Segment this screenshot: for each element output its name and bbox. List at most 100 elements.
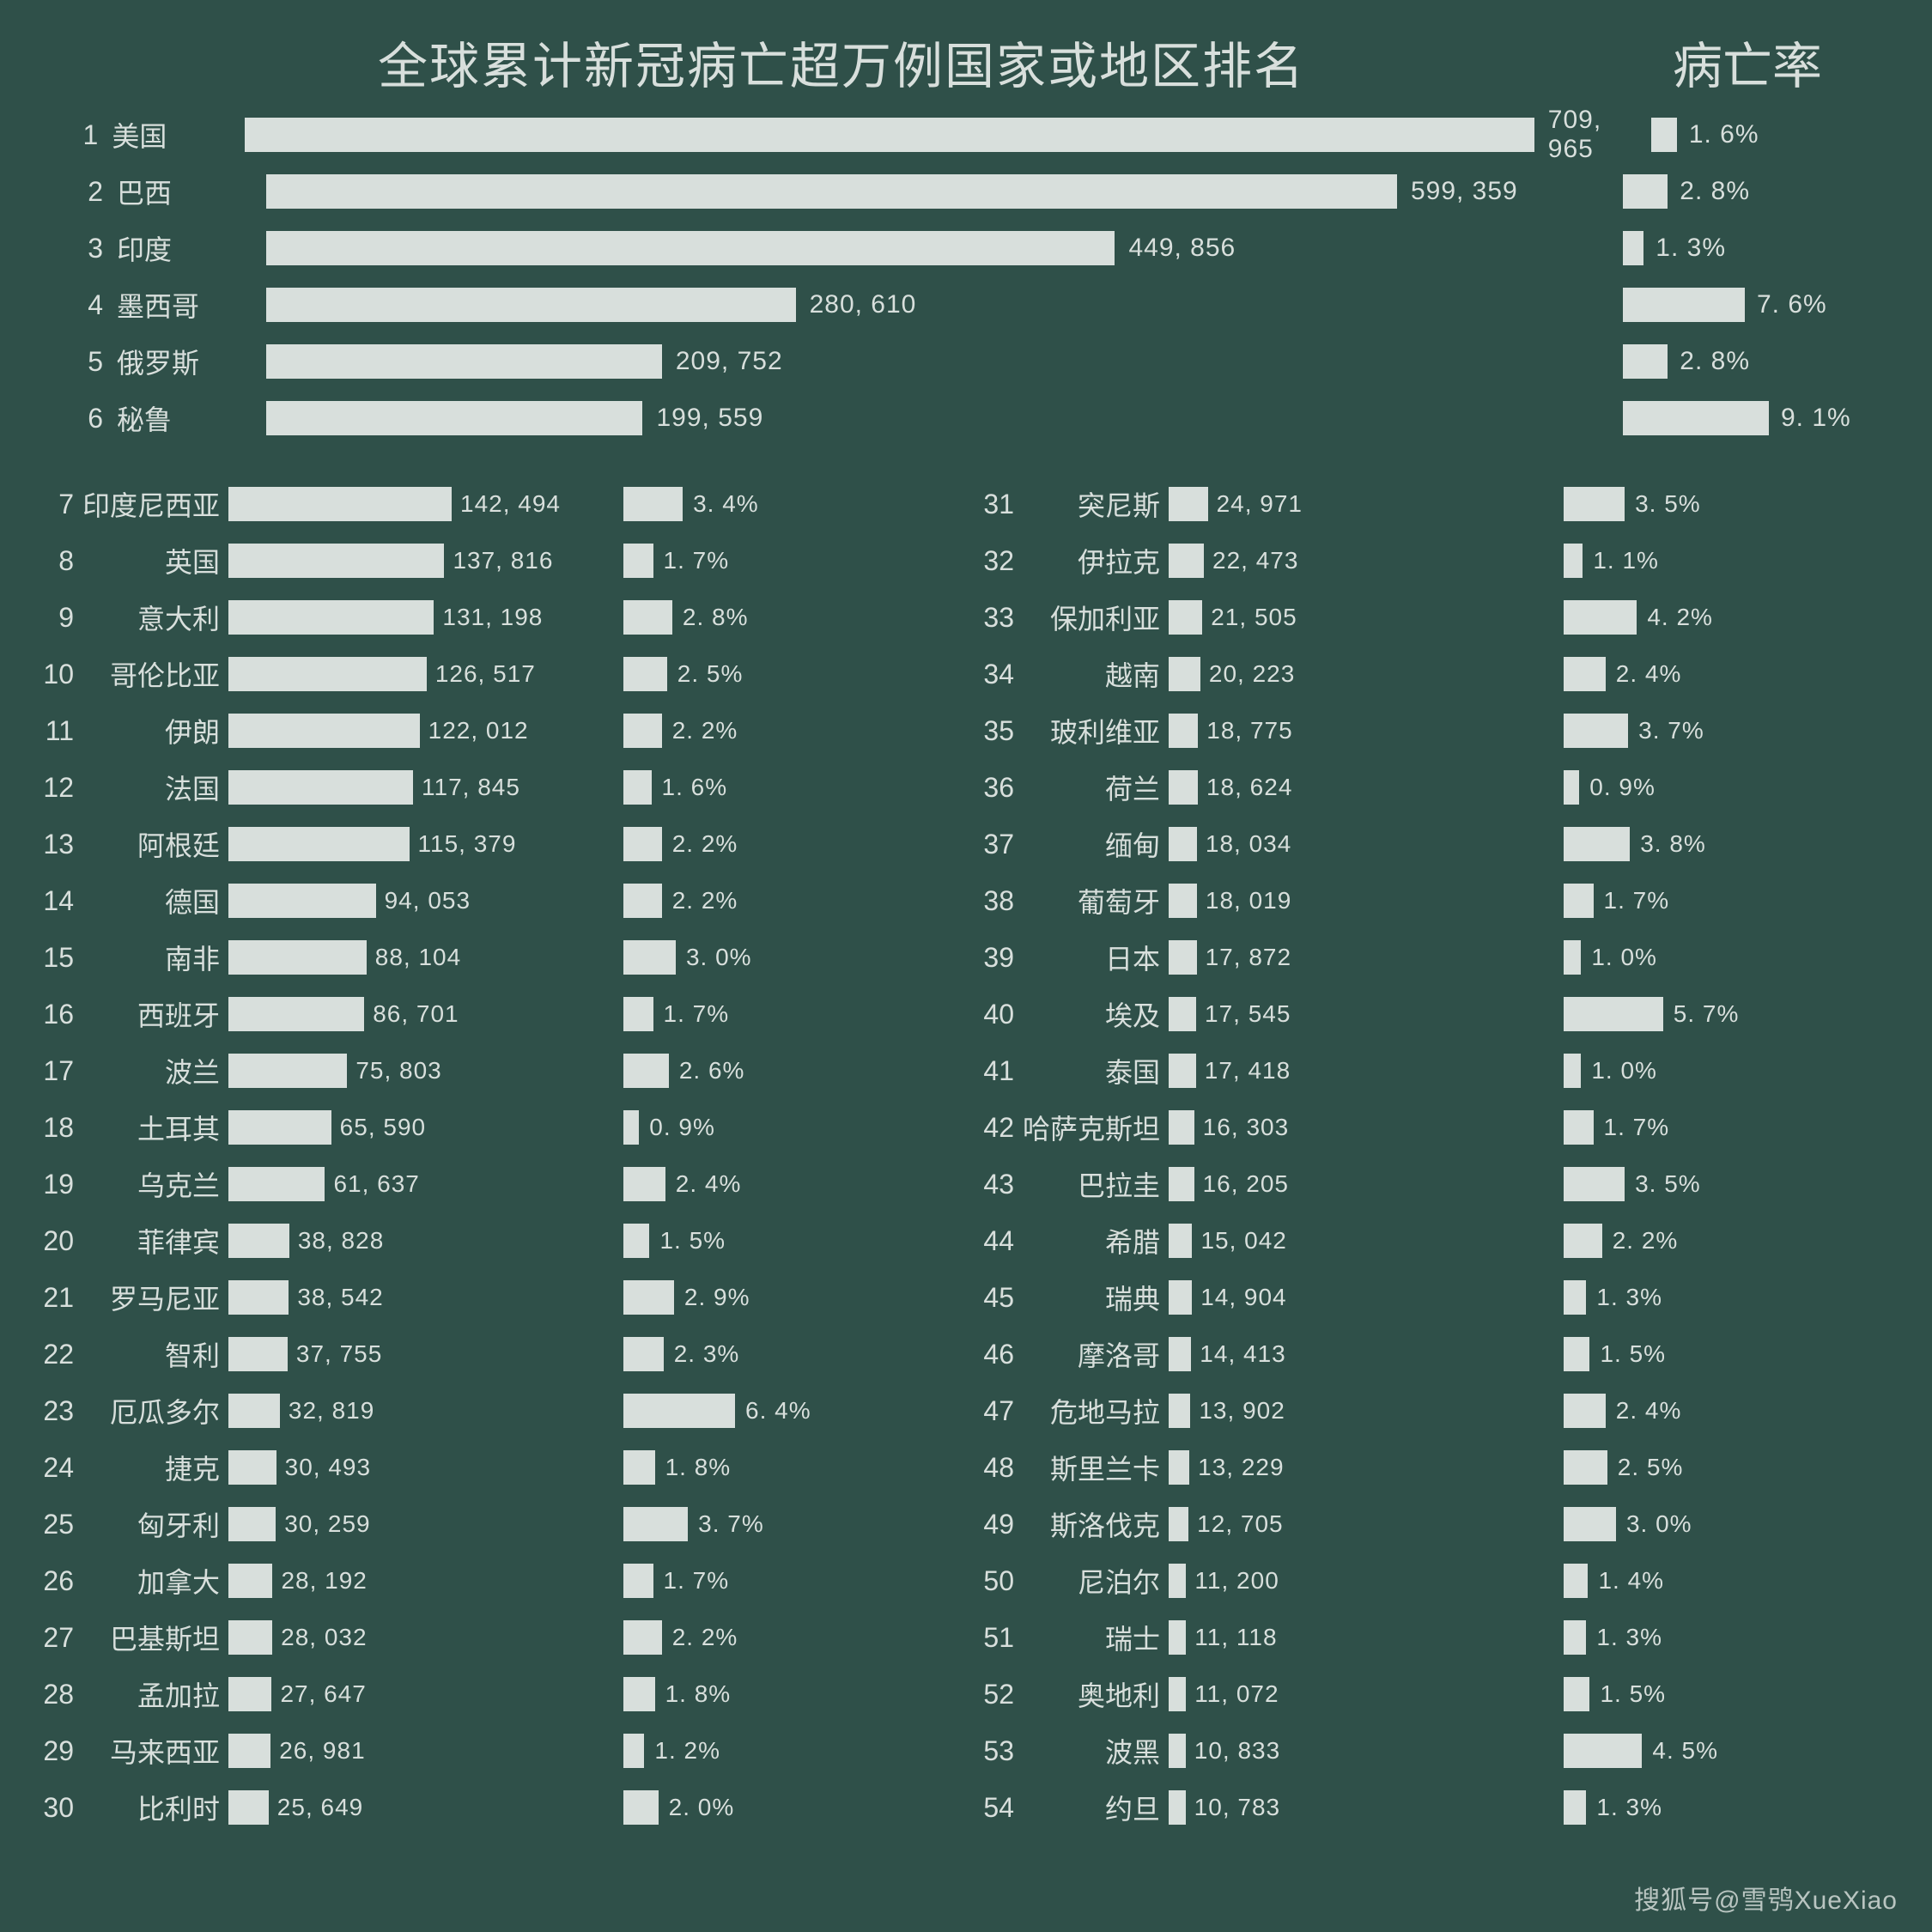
deaths-bar [1169,827,1197,861]
deaths-bar [228,1507,276,1541]
country-label: 德国 [74,881,228,920]
deaths-bar-area: 61, 637 [228,1167,598,1201]
country-label: 巴西 [112,172,266,211]
bottom-row: 39日本17, 8721. 0% [966,933,1872,982]
rate-bar [1623,288,1745,322]
deaths-bar [1169,544,1204,578]
deaths-value: 61, 637 [325,1170,419,1198]
country-label: 尼泊尔 [1014,1561,1169,1601]
rank: 39 [966,942,1014,974]
rate-bar [623,1110,639,1145]
rate-bar [1564,1337,1589,1371]
rate-value: 1. 0% [1581,944,1657,971]
deaths-bar-area: 75, 803 [228,1054,598,1088]
rate-bar-area: 1. 3% [1538,1620,1761,1655]
rate-bar-area: 6. 4% [598,1394,821,1428]
country-label: 葡萄牙 [1014,881,1169,920]
rate-value: 4. 5% [1642,1737,1718,1765]
rate-bar-area: 1. 2% [598,1734,821,1768]
deaths-bar-area: 24, 971 [1169,487,1538,521]
rate-bar-area: 1. 3% [1538,1280,1761,1315]
bottom-row: 33保加利亚21, 5054. 2% [966,592,1872,642]
bottom-row: 8英国137, 8161. 7% [26,536,932,586]
deaths-bar-area: 20, 223 [1169,657,1538,691]
deaths-value: 10, 833 [1186,1737,1280,1765]
deaths-value: 599, 359 [1397,177,1518,206]
rank: 48 [966,1452,1014,1484]
rank: 46 [966,1339,1014,1370]
deaths-bar-area: 137, 816 [228,544,598,578]
deaths-value: 20, 223 [1200,660,1295,688]
rank: 1 [60,119,106,151]
rate-bar [1651,118,1677,152]
rate-bar-area: 1. 7% [1538,884,1761,918]
deaths-value: 65, 590 [331,1114,426,1141]
deaths-value: 142, 494 [452,490,561,518]
rank: 8 [26,545,74,577]
country-label: 缅甸 [1014,824,1169,864]
deaths-bar-area: 142, 494 [228,487,598,521]
rate-bar-area: 1. 5% [1538,1337,1761,1371]
rank: 33 [966,602,1014,634]
rate-value: 2. 9% [674,1284,750,1311]
rate-bar-area: 5. 7% [1538,997,1761,1031]
rate-value: 2. 4% [1606,660,1682,688]
rate-value: 1. 6% [1677,120,1759,149]
deaths-bar-area: 280, 610 [266,288,1623,322]
deaths-bar-area: 17, 872 [1169,940,1538,975]
country-label: 阿根廷 [74,824,228,864]
rate-bar-area: 1. 3% [1538,1790,1761,1825]
country-label: 印度尼西亚 [74,484,228,524]
rate-bar [1623,344,1668,379]
rank: 14 [26,885,74,917]
rate-value: 1. 3% [1586,1284,1662,1311]
deaths-value: 27, 647 [271,1680,366,1708]
bottom-row: 51瑞士11, 1181. 3% [966,1613,1872,1662]
rank: 23 [26,1395,74,1427]
rank: 10 [26,659,74,690]
bottom-row: 13阿根廷115, 3792. 2% [26,819,932,869]
deaths-bar-area: 17, 418 [1169,1054,1538,1088]
rank: 16 [26,999,74,1030]
deaths-bar-area: 14, 413 [1169,1337,1538,1371]
deaths-value: 37, 755 [288,1340,382,1368]
deaths-value: 94, 053 [376,887,471,914]
rate-bar-area: 1. 7% [1538,1110,1761,1145]
rate-bar [1564,1167,1625,1201]
bottom-row: 15南非88, 1043. 0% [26,933,932,982]
country-label: 波黑 [1014,1731,1169,1771]
bottom-row: 31突尼斯24, 9713. 5% [966,479,1872,529]
rate-bar [1564,997,1663,1031]
rate-bar-area: 2. 5% [1538,1450,1761,1485]
deaths-bar [228,1337,288,1371]
bottom-row: 47危地马拉13, 9022. 4% [966,1386,1872,1436]
deaths-value: 30, 259 [276,1510,370,1538]
rank: 18 [26,1112,74,1144]
country-label: 捷克 [74,1448,228,1487]
rate-value: 2. 5% [667,660,744,688]
deaths-bar [228,600,434,635]
deaths-bar [266,401,642,435]
rate-bar-area: 2. 9% [598,1280,821,1315]
rate-bar-area: 2. 4% [1538,1394,1761,1428]
deaths-bar [228,1054,347,1088]
country-label: 瑞典 [1014,1278,1169,1317]
deaths-bar [1169,1054,1196,1088]
deaths-value: 10, 783 [1186,1794,1280,1821]
rate-bar-area: 2. 8% [1623,344,1872,379]
deaths-bar-area: 32, 819 [228,1394,598,1428]
rate-bar [1564,1677,1589,1711]
deaths-bar [228,1110,331,1145]
deaths-bar [266,344,662,379]
rank: 35 [966,715,1014,747]
rate-bar-area: 2. 5% [598,657,821,691]
deaths-bar [266,231,1115,265]
country-label: 秘鲁 [112,398,266,438]
deaths-value: 209, 752 [662,347,783,376]
rate-bar [1564,1564,1588,1598]
title-row: 全球累计新冠病亡超万例国家或地区排名 病亡率 [0,0,1932,106]
deaths-value: 15, 042 [1192,1227,1286,1255]
rate-bar [623,1734,644,1768]
top-chart: 1美国709, 9651. 6%2巴西599, 3592. 8%3印度449, … [0,106,1932,474]
deaths-bar-area: 14, 904 [1169,1280,1538,1315]
